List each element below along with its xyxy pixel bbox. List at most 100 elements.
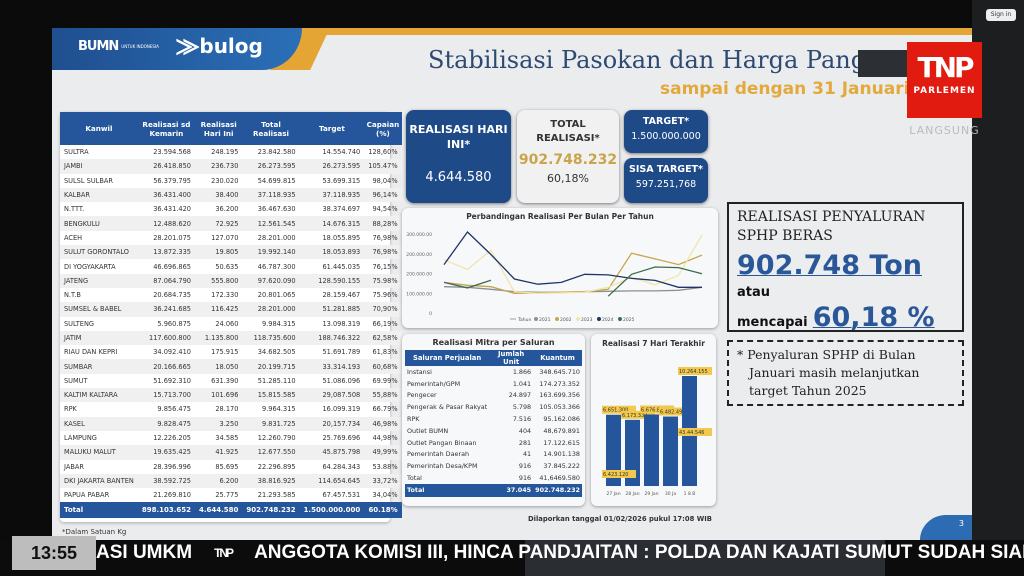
column-header[interactable]: Realisasi sd Kemarin — [137, 112, 195, 145]
logo-main: TNP — [917, 51, 974, 84]
column-header[interactable]: Jumlah Unit — [489, 350, 534, 366]
table-cell: 87.064.790 — [137, 273, 195, 288]
table-cell: 20,157.734 — [299, 416, 365, 431]
column-header[interactable]: Kanwil — [60, 112, 138, 145]
table-row: SULSL SULBAR 56.379.795 230.020 54.699.815 5… — [60, 174, 402, 188]
table-cell: 20.199.715 — [242, 359, 300, 374]
data-label: 6.423.120 — [603, 472, 628, 478]
table-cell: 98,04% — [372, 176, 398, 185]
total-row: Total 898.103.652 4.644.580 902.748.232 1.50… — [60, 502, 402, 519]
table-cell: 51.691.789 — [322, 348, 361, 357]
table-cell: 105.47% — [364, 159, 402, 174]
column-header[interactable]: Target — [299, 112, 365, 145]
table-row: MALUKU MALUT 19.635.425 41.925 12.677.550 45… — [60, 445, 402, 460]
table-cell: PAPUA PABAR — [64, 491, 110, 500]
legend-label: 2021 — [539, 317, 551, 323]
table-cell: 15.713.700 — [137, 388, 195, 403]
page-title: Stabilisasi Pasokan dan Harga Pangan — [428, 46, 896, 74]
table-cell: 46,98% — [364, 416, 402, 431]
summary-percent: 60,18 % — [812, 302, 935, 333]
table-cell: 75.98% — [364, 273, 402, 288]
column-header[interactable]: Saluran Perjualan — [405, 350, 490, 366]
table-row: PAPUA PABAR 21.269.810 25.775 21.293.585 67.… — [60, 488, 402, 502]
table-cell: 1.041 — [512, 379, 532, 388]
table-cell: 20.166.665 — [137, 359, 195, 374]
table-cell: 96,14% — [364, 187, 402, 203]
table-cell: 404 — [518, 426, 532, 435]
table-cell: 56.379.795 — [153, 176, 191, 185]
table-cell: 49,99% — [364, 445, 402, 460]
column-header[interactable]: Capaian (%) — [364, 112, 402, 145]
bar-2 — [644, 414, 659, 486]
table-cell: 34.092.410 — [153, 348, 191, 357]
table-cell: 12.260.790 — [257, 434, 296, 443]
column-header[interactable]: Kuantum — [533, 350, 582, 366]
table-cell: 62,58% — [364, 330, 402, 346]
table-cell: 60,68% — [364, 359, 402, 374]
sign-in-button[interactable]: Sign in — [986, 9, 1016, 21]
table-cell: KALTIM KALTARA — [60, 388, 138, 403]
table-cell: 12.488.620 — [137, 216, 195, 231]
table-cell: 37.118.935 — [242, 187, 300, 203]
table-row: RIAU DAN KEPRI 34.092.410 175.915 34.682.50… — [60, 345, 402, 359]
line-chart-svg: 0 100.000.00 200.000.00 200.000.00 300.000.0… — [406, 231, 703, 323]
x-tick-label: 27 Jan — [606, 491, 620, 497]
legend-label: 2023 — [581, 317, 593, 323]
legend-title: Tahun — [517, 317, 531, 323]
kpi-sisa-target: SISA TARGET* 597.251,768 — [624, 158, 708, 203]
legend-marker — [618, 317, 622, 321]
bulog-logo-text: bulog — [199, 34, 263, 58]
summary-connector: mencapai — [737, 315, 808, 330]
table-cell: 127.070 — [211, 233, 239, 242]
table-cell: 114.654.645 — [299, 473, 365, 489]
table-cell: 41,6469.580 — [539, 474, 580, 483]
table-cell: 66,19% — [372, 319, 398, 328]
total-cell: 60.18% — [364, 502, 402, 519]
table-cell: 555.800 — [194, 273, 243, 288]
data-label-bg — [640, 405, 674, 414]
table-cell: JABAR — [64, 462, 84, 471]
table-cell: 26.273.595 — [242, 159, 300, 174]
table-cell: 66.79% — [372, 405, 398, 414]
tnp-parlemen-logo: TNP PARLEMEN — [907, 42, 982, 118]
table-cell: 7.516 — [512, 415, 532, 424]
kpi-label: TOTAL REALISASI* — [536, 119, 600, 144]
table-cell: 34.682.505 — [257, 348, 296, 357]
note-line: * Penyaluran SPHP di Bulan — [737, 347, 916, 362]
table-cell: RPK — [64, 405, 77, 414]
y-tick-label: 100.000.00 — [406, 291, 432, 297]
series-line-2023 — [443, 234, 703, 294]
y-tick-label: 300.000.00 — [406, 232, 432, 238]
column-header[interactable]: Realisasi Hari Ini — [194, 112, 243, 145]
table-cell: RPK — [407, 415, 420, 424]
summary-heading: REALISASI PENYALURAN — [737, 209, 926, 225]
table-cell: 18.053.893 — [299, 245, 365, 260]
table-cell: 163.699.356 — [539, 391, 580, 400]
total-cell: 37.045 — [489, 483, 534, 497]
table-cell: 5.960.875 — [157, 319, 191, 328]
column-header[interactable]: Total Realisasi — [242, 112, 300, 145]
table-row: Pengerak & Pasar Rakyat 5.798 105.053.366 — [405, 401, 582, 413]
table-cell: 37.118.935 — [299, 187, 365, 203]
table-cell: 18.050 — [194, 359, 243, 374]
y-tick-label: 200.000.00 — [406, 252, 432, 258]
table-cell: 174.273.352 — [539, 379, 580, 388]
chart-title: Realisasi 7 Hari Terakhir — [602, 339, 705, 348]
legend-marker — [555, 317, 559, 321]
table-cell: 94,54% — [372, 205, 398, 214]
bumn-logo-sub: UNTUK INDONESIA — [121, 44, 159, 49]
table-cell: LAMPUNG — [64, 434, 97, 443]
total-cell: 902.748.232 — [533, 483, 582, 497]
table-cell: ACEH — [64, 233, 83, 242]
kpi-total-realisasi: TOTAL REALISASI* 902.748.232 60,18% — [517, 110, 619, 203]
table-cell: 281 — [518, 438, 532, 447]
table-cell: 51.086.096 — [322, 376, 361, 385]
table-cell: 105.053.366 — [539, 403, 580, 412]
table-cell: 29,087.508 — [299, 388, 365, 403]
table-cell: 36.431.420 — [153, 205, 191, 214]
table-cell: 18.055.895 — [322, 233, 361, 242]
table-cell: Pemerintah Daerah — [407, 450, 470, 459]
bumn-logo-text: BUMN — [78, 39, 119, 54]
table-cell: 188.746.322 — [299, 330, 365, 346]
data-label-bg — [678, 367, 712, 375]
